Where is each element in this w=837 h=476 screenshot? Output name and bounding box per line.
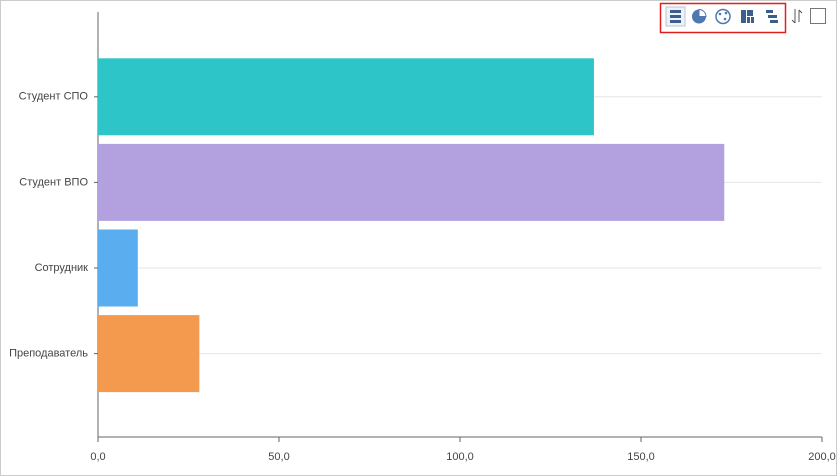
icon [747,10,753,16]
icon [751,17,754,23]
x-tick-label: 50,0 [268,451,289,463]
icon [698,8,707,17]
fullscreen-button[interactable] [810,8,826,24]
icon [670,20,681,23]
bar [98,229,138,307]
icon [715,8,731,25]
sort-button[interactable] [791,9,803,24]
x-tick-label: 200,0 [808,451,836,463]
icon [723,17,727,21]
icon [670,15,681,18]
scatter-chart-button[interactable] [715,8,731,25]
y-tick-label: Сотрудник [35,262,89,274]
toolbar [659,2,826,34]
icon [724,11,728,15]
x-tick-label: 0,0 [90,451,105,463]
bar [98,143,725,221]
x-tick-label: 150,0 [627,451,655,463]
treemap-button[interactable] [741,10,754,23]
pie-chart-button[interactable] [692,8,707,24]
icon [768,15,777,18]
y-tick-label: Преподаватель [9,348,88,360]
bar-chart-button[interactable] [665,6,686,27]
icon [791,9,803,24]
icon [770,20,778,23]
icon [718,12,722,16]
icon [741,10,746,23]
toolbar-highlight [659,2,787,34]
y-tick-label: Студент СПО [19,91,89,103]
icon [766,10,773,13]
icon [670,10,681,13]
y-tick-label: Студент ВПО [19,176,88,188]
stacked-bar-button[interactable] [766,10,778,23]
bar [98,58,594,136]
x-tick-label: 100,0 [446,451,474,463]
bar [98,315,200,393]
icon [747,17,750,23]
